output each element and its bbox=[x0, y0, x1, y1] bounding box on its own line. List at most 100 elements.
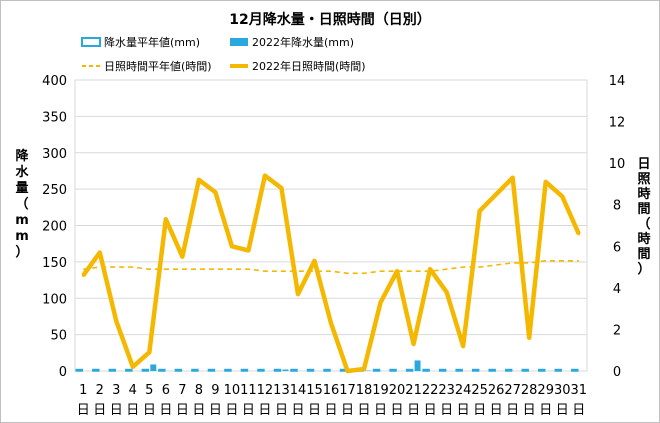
x-tick-label: 15 bbox=[306, 383, 323, 398]
chart-marks: 050100150200250300350400024681012141日2日3… bbox=[42, 74, 625, 418]
y-left-tick-label: 0 bbox=[59, 365, 67, 380]
point-sun-2022 bbox=[560, 194, 564, 198]
bar-precip-normal bbox=[240, 368, 249, 372]
bar-precip-normal bbox=[372, 368, 381, 372]
point-sun-2022 bbox=[312, 259, 316, 263]
y-right-label-char: 間 bbox=[637, 247, 650, 262]
x-tick-label: 22 bbox=[422, 383, 439, 398]
point-sun-2022 bbox=[114, 319, 118, 323]
y-left-label-char: 水 bbox=[15, 164, 29, 180]
point-sun-2022 bbox=[230, 244, 234, 248]
y-left-tick-label: 200 bbox=[42, 220, 67, 235]
bar-precip-normal bbox=[389, 368, 397, 372]
bar-precip-normal bbox=[323, 368, 331, 372]
y-right-tick-label: 8 bbox=[613, 199, 621, 214]
y-left-label-char: m bbox=[15, 229, 29, 244]
point-sun-2022 bbox=[329, 321, 333, 325]
bar-precip-normal bbox=[488, 368, 496, 372]
x-tick-label: 18 bbox=[356, 383, 373, 398]
bar-precip-normal bbox=[207, 368, 216, 372]
y-right-tick-label: 12 bbox=[609, 116, 626, 131]
bar-precip-2022 bbox=[282, 369, 289, 371]
x-tick-label: 26 bbox=[488, 383, 505, 398]
x-tick-label: 20 bbox=[389, 383, 406, 398]
legend-label-precip-normal: 降水量平年値(mm) bbox=[104, 35, 200, 49]
y-right-tick-label: 14 bbox=[609, 74, 626, 89]
point-sun-2022 bbox=[362, 367, 366, 371]
point-sun-2022 bbox=[296, 292, 300, 296]
point-sun-2022 bbox=[81, 273, 85, 277]
x-tick-label: 2 bbox=[96, 383, 104, 398]
x-tick-suffix: 日 bbox=[308, 403, 321, 418]
y-axis-left-label: 降水量（mm） bbox=[15, 148, 29, 260]
point-sun-2022 bbox=[246, 248, 250, 252]
x-tick-suffix: 日 bbox=[275, 403, 288, 418]
x-tick-label: 1 bbox=[79, 383, 87, 398]
point-sun-2022 bbox=[98, 251, 102, 255]
bar-precip-normal bbox=[92, 368, 100, 372]
x-tick-suffix: 日 bbox=[523, 403, 536, 418]
point-sun-2022 bbox=[164, 217, 168, 221]
y-left-tick-label: 250 bbox=[42, 183, 67, 198]
point-sun-2022 bbox=[263, 174, 267, 178]
bar-precip-normal bbox=[571, 368, 579, 372]
y-axis-right-label: 日照時間（時間） bbox=[637, 157, 650, 277]
bar-precip-normal bbox=[521, 368, 529, 372]
x-tick-suffix: 日 bbox=[159, 403, 172, 418]
x-tick-suffix: 日 bbox=[126, 403, 139, 418]
x-tick-suffix: 日 bbox=[407, 403, 420, 418]
bar-precip-normal bbox=[422, 368, 430, 372]
y-right-tick-label: 2 bbox=[613, 323, 621, 338]
x-tick-label: 10 bbox=[224, 383, 241, 398]
x-tick-suffix: 日 bbox=[457, 403, 470, 418]
bar-precip-normal bbox=[273, 368, 282, 372]
y-left-tick-label: 50 bbox=[50, 329, 67, 344]
x-tick-suffix: 日 bbox=[242, 403, 255, 418]
y-right-label-char: 照 bbox=[637, 172, 650, 187]
point-sun-2022 bbox=[131, 365, 135, 369]
x-tick-suffix: 日 bbox=[572, 403, 585, 418]
x-tick-label: 14 bbox=[290, 383, 307, 398]
x-tick-label: 21 bbox=[405, 383, 422, 398]
x-tick-label: 13 bbox=[273, 383, 290, 398]
point-sun-2022 bbox=[412, 342, 416, 346]
y-right-label-char: 日 bbox=[637, 157, 650, 172]
y-right-label-char: 間 bbox=[637, 202, 650, 217]
bar-precip-normal bbox=[141, 368, 150, 372]
x-tick-suffix: 日 bbox=[391, 403, 404, 418]
y-right-label-char: （ bbox=[637, 216, 650, 232]
x-tick-label: 28 bbox=[521, 383, 538, 398]
x-tick-suffix: 日 bbox=[192, 403, 205, 418]
bar-precip-normal bbox=[538, 368, 546, 372]
legend-swatch-precip-normal bbox=[81, 37, 101, 47]
legend-swatch-precip-2022 bbox=[230, 38, 248, 46]
bar-precip-normal bbox=[158, 368, 166, 372]
x-tick-label: 3 bbox=[112, 383, 120, 398]
x-tick-label: 12 bbox=[257, 383, 274, 398]
x-tick-label: 16 bbox=[323, 383, 340, 398]
point-sun-2022 bbox=[395, 269, 399, 273]
bar-precip-normal bbox=[290, 368, 298, 372]
legend-label-sun-normal: 日照時間平年値(時間) bbox=[104, 59, 212, 73]
bar-precip-normal bbox=[174, 368, 183, 372]
bar-precip-normal bbox=[471, 368, 480, 372]
x-tick-label: 5 bbox=[145, 383, 153, 398]
x-tick-suffix: 日 bbox=[424, 403, 437, 418]
bar-precip-normal bbox=[504, 368, 513, 372]
bar-precip-2022 bbox=[414, 360, 421, 371]
point-sun-2022 bbox=[180, 255, 184, 259]
point-sun-2022 bbox=[197, 178, 201, 182]
x-tick-suffix: 日 bbox=[291, 403, 304, 418]
x-tick-suffix: 日 bbox=[324, 403, 337, 418]
y-left-tick-label: 300 bbox=[42, 147, 67, 162]
x-tick-suffix: 日 bbox=[341, 403, 354, 418]
x-tick-suffix: 日 bbox=[539, 403, 552, 418]
x-tick-suffix: 日 bbox=[440, 403, 453, 418]
point-sun-2022 bbox=[527, 336, 531, 340]
x-tick-suffix: 日 bbox=[225, 403, 238, 418]
bar-precip-normal bbox=[191, 368, 199, 372]
y-right-tick-label: 6 bbox=[613, 240, 621, 255]
point-sun-2022 bbox=[544, 180, 548, 184]
